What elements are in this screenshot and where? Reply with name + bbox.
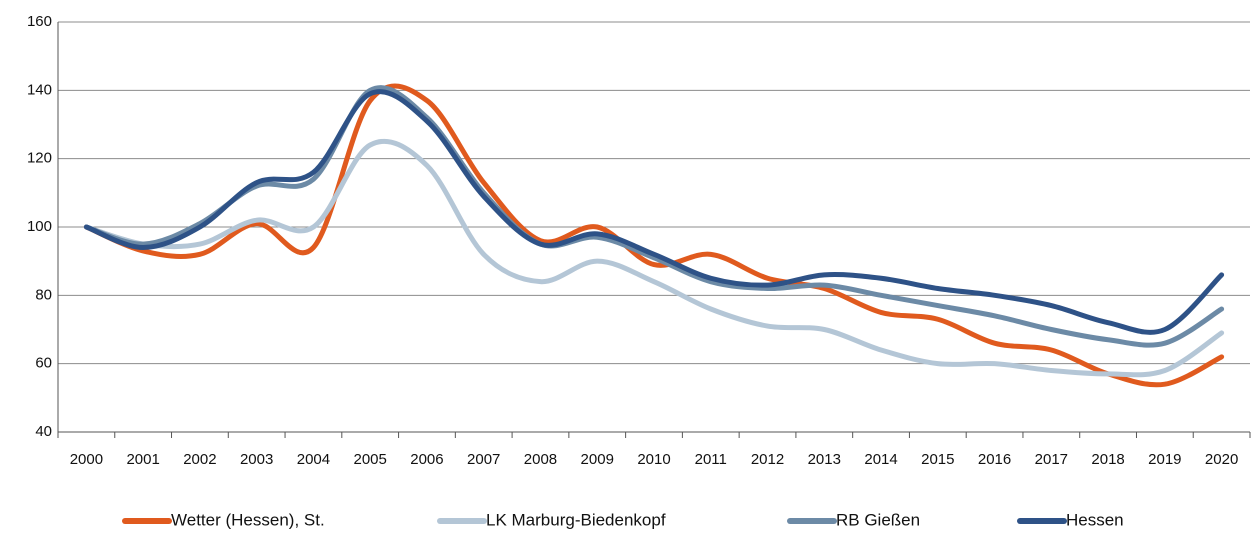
legend: Wetter (Hessen), St. LK Marburg-Biedenkop…: [122, 510, 1124, 529]
x-tick-label: 2006: [410, 451, 443, 468]
x-tick-label: 2007: [467, 451, 500, 468]
x-tick-label: 2008: [524, 451, 557, 468]
x-tick-label: 2013: [808, 451, 841, 468]
y-tick-label: 120: [27, 150, 52, 167]
legend-label: LK Marburg-Biedenkopf: [486, 510, 666, 529]
x-tick-label: 2011: [695, 451, 727, 468]
x-tick-label: 2019: [1148, 451, 1181, 468]
legend-label: Hessen: [1066, 510, 1124, 529]
legend-label: RB Gießen: [836, 510, 920, 529]
x-tick-label: 2015: [921, 451, 954, 468]
y-tick-label: 160: [27, 13, 52, 30]
x-tick-label: 2010: [637, 451, 670, 468]
x-tick-label: 2001: [126, 451, 159, 468]
x-tick-label: 2020: [1205, 451, 1238, 468]
x-tick-label: 2004: [297, 451, 330, 468]
series-line: [83, 138, 1225, 378]
x-tick-label: 2005: [354, 451, 387, 468]
x-tick-label: 2003: [240, 451, 273, 468]
series-line: [83, 85, 1225, 348]
x-tick-label: 2017: [1035, 451, 1068, 468]
x-tick-label: 2014: [864, 451, 897, 468]
x-tick-label: 2009: [581, 451, 614, 468]
x-tick-label: 2012: [751, 451, 784, 468]
y-tick-label: 40: [35, 423, 52, 440]
x-tick-label: 2002: [183, 451, 216, 468]
x-tick-label: 2018: [1091, 451, 1124, 468]
y-tick-label: 140: [27, 81, 52, 98]
y-tick-label: 80: [35, 286, 52, 303]
legend-label: Wetter (Hessen), St.: [171, 510, 325, 529]
series-line: [83, 89, 1225, 335]
x-tick-label: 2016: [978, 451, 1011, 468]
x-tick-label: 2000: [70, 451, 103, 468]
series-line: [83, 83, 1225, 388]
y-tick-label: 100: [27, 218, 52, 235]
y-tick-label: 60: [35, 355, 52, 372]
